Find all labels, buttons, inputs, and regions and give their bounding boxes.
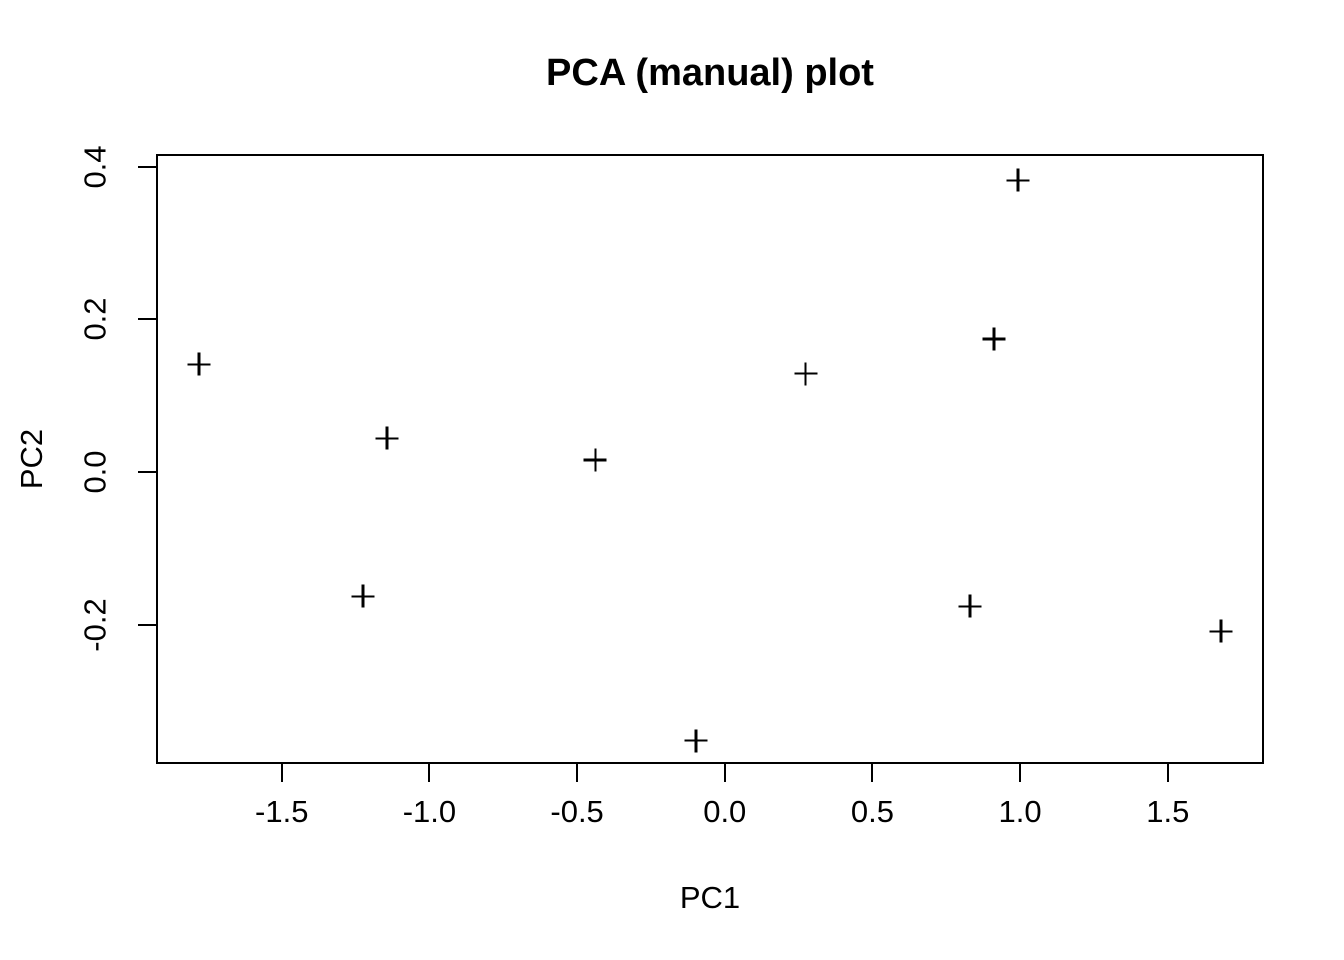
x-tick-mark <box>723 764 726 782</box>
y-tick-mark <box>138 165 156 168</box>
x-tick-mark <box>576 764 579 782</box>
x-tick-mark <box>1166 764 1169 782</box>
data-point-plus <box>684 729 708 753</box>
x-tick-label: 0.0 <box>703 794 747 829</box>
x-axis-label: PC1 <box>679 880 741 915</box>
x-tick-mark <box>280 764 283 782</box>
data-point-plus <box>583 448 607 472</box>
x-tick-label: -1.5 <box>255 794 309 829</box>
y-tick-mark <box>138 470 156 473</box>
y-tick-label: 0.2 <box>77 297 113 341</box>
y-tick-mark <box>138 318 156 321</box>
x-tick-label: 0.5 <box>850 794 894 829</box>
x-tick-label: 1.0 <box>998 794 1042 829</box>
x-tick-label: -0.5 <box>550 794 604 829</box>
x-tick-mark <box>871 764 874 782</box>
x-tick-mark <box>428 764 431 782</box>
y-axis-label: PC2 <box>14 428 49 490</box>
data-point-plus <box>794 362 818 386</box>
plot-area: PCA (manual) plot PC1 PC2 -1.5 -1.0 -0.5 0.… <box>14 52 1264 915</box>
x-tick-mark <box>1019 764 1022 782</box>
y-tick-label: 0.0 <box>77 450 113 494</box>
y-tick-label: 0.4 <box>77 145 113 189</box>
x-tick-label: 1.5 <box>1146 794 1190 829</box>
data-point-plus <box>958 594 982 618</box>
data-point-plus <box>187 352 211 376</box>
data-point-plus <box>982 327 1006 351</box>
data-point-plus <box>1209 619 1233 643</box>
y-tick-label: -0.2 <box>77 597 113 652</box>
data-point-plus <box>1006 168 1030 192</box>
chart-title: PCA (manual) plot <box>546 52 874 94</box>
y-tick-mark <box>138 623 156 626</box>
data-point-plus <box>375 426 399 450</box>
data-point-plus <box>351 584 375 608</box>
x-tick-label: -1.0 <box>402 794 457 829</box>
